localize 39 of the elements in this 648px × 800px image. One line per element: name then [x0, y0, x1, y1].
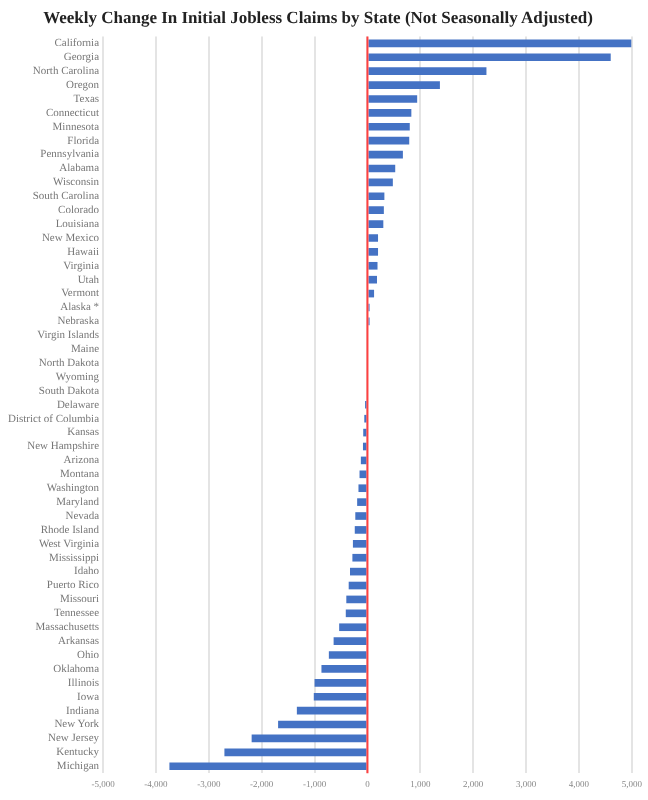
bar — [251, 734, 367, 743]
bar — [368, 192, 385, 201]
bar — [368, 150, 403, 159]
bar — [368, 53, 611, 62]
bar — [169, 762, 367, 771]
bar — [368, 67, 487, 75]
chart-title: Weekly Change In Initial Jobless Claims by State (Not Seasonally Adjusted) — [43, 6, 594, 27]
bar — [368, 109, 412, 117]
bar — [368, 206, 384, 214]
bar — [278, 720, 367, 729]
bar — [313, 692, 367, 701]
bar — [314, 679, 367, 687]
bar — [368, 261, 378, 270]
bar — [359, 470, 367, 479]
bar — [346, 595, 367, 604]
bar — [328, 651, 367, 659]
bar — [352, 553, 367, 562]
bar — [368, 95, 418, 103]
bar — [368, 275, 377, 284]
bar — [224, 748, 367, 757]
bar — [354, 526, 367, 534]
bar — [333, 637, 367, 645]
bar — [368, 39, 632, 48]
bar — [368, 248, 379, 256]
bar — [357, 498, 367, 506]
bar — [368, 164, 396, 173]
bar — [368, 136, 410, 145]
bar — [368, 122, 410, 131]
bar — [321, 665, 367, 673]
bar — [368, 289, 375, 298]
bar — [368, 178, 393, 187]
bar — [368, 220, 384, 228]
bar — [368, 234, 379, 242]
bar — [368, 81, 440, 89]
bar — [358, 484, 367, 493]
bar — [339, 623, 367, 632]
bar — [296, 706, 367, 715]
bar — [355, 512, 367, 520]
bar — [352, 540, 367, 548]
